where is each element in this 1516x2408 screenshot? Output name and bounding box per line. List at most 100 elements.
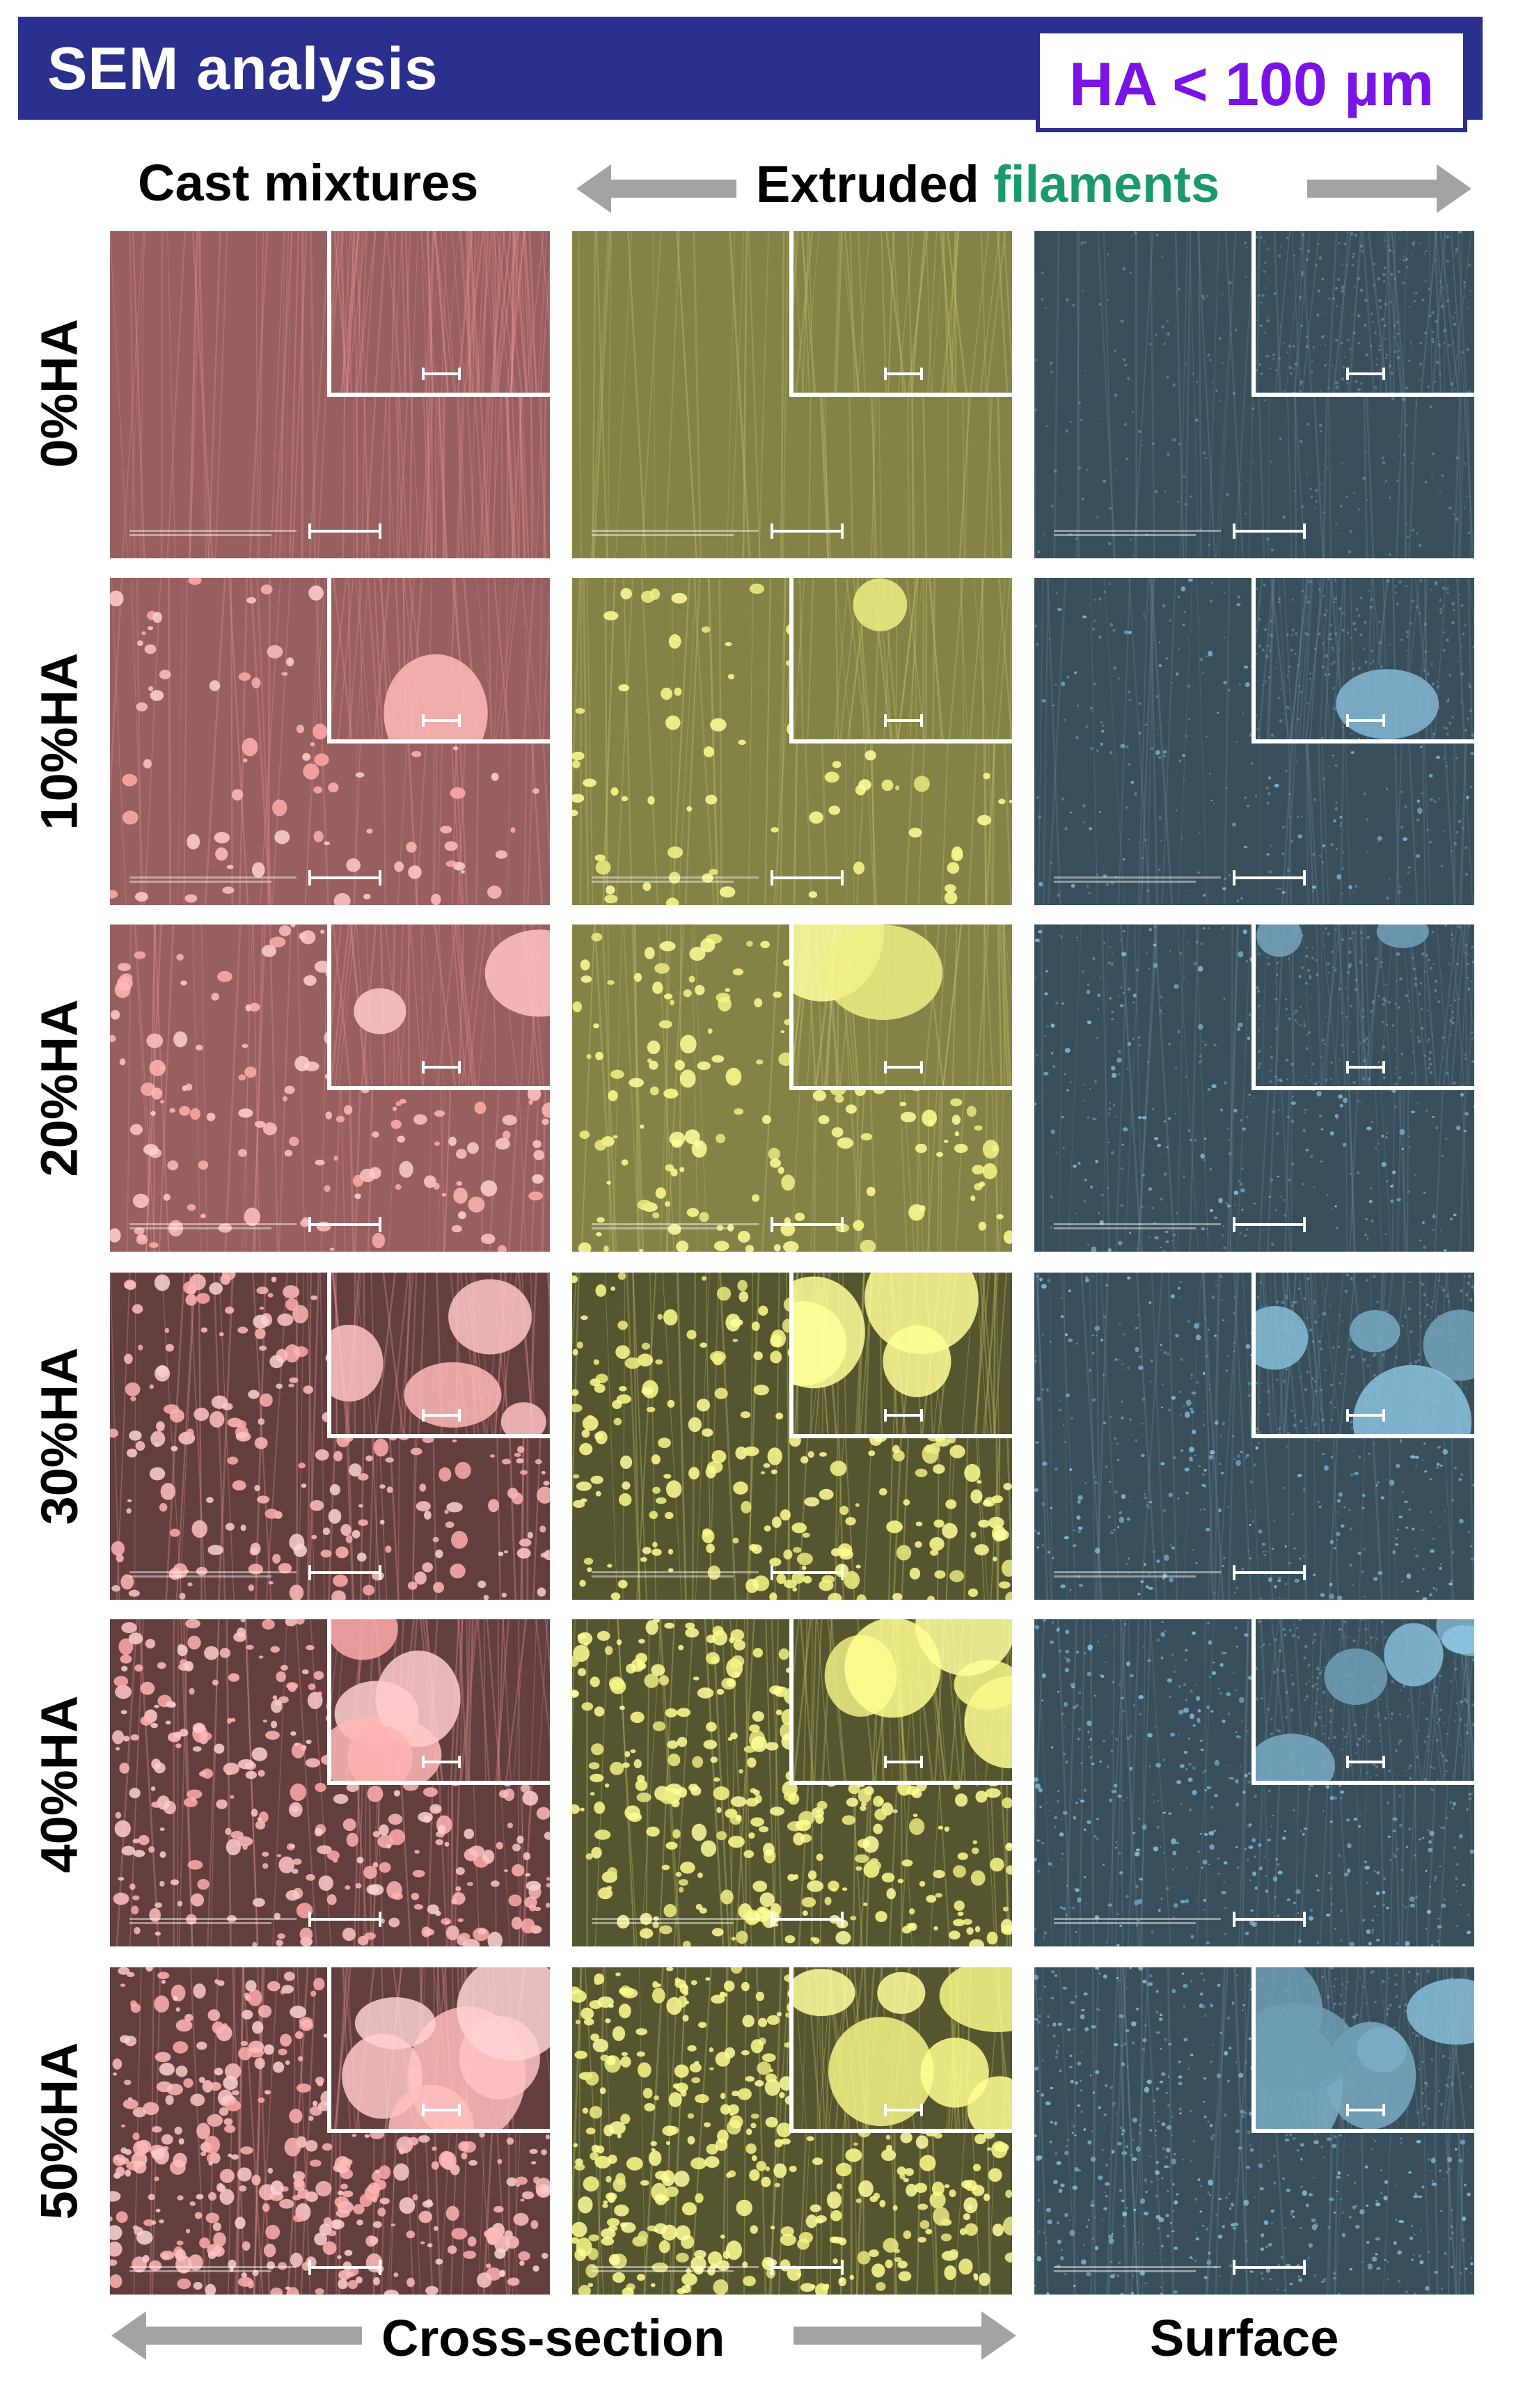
sem-info-strip (592, 1569, 759, 1584)
scale-bar (1233, 2260, 1306, 2275)
inset-scale-bar (884, 1061, 923, 1073)
scale-bar (308, 1565, 381, 1580)
inset-scale-bar (422, 1409, 461, 1422)
inset-scale-bar (1346, 714, 1385, 727)
sem-inset-magnified (1252, 924, 1474, 1090)
sem-inset-magnified (327, 1619, 550, 1785)
sem-info-strip (129, 528, 297, 543)
sem-info-strip (592, 2264, 759, 2279)
sem-micrograph-cast (110, 231, 550, 558)
inset-scale-bar (422, 714, 461, 727)
sem-inset-magnified (1252, 231, 1474, 397)
sem-micrograph-extruded (572, 578, 1012, 905)
sem-info-strip (1054, 1916, 1221, 1931)
sem-info-strip (129, 874, 297, 890)
sem-inset-magnified (1252, 578, 1474, 743)
sem-inset-magnified (327, 924, 550, 1090)
sem-info-strip (129, 1916, 297, 1931)
extruded-word: Extruded (756, 155, 979, 213)
scale-bar (771, 524, 844, 539)
ha-size-label: HA < 100 µm (1068, 49, 1435, 118)
row-label-50: 50%HA (30, 2042, 88, 2220)
sem-info-strip (1054, 874, 1221, 890)
scale-bar (1233, 1217, 1306, 1232)
sem-inset-magnified (789, 1967, 1012, 2133)
row-label-20: 20%HA (30, 999, 88, 1177)
inset-scale-bar (1346, 368, 1385, 380)
inset-scale-bar (884, 1409, 923, 1422)
scale-bar (1233, 870, 1306, 886)
sem-inset-magnified (1252, 1619, 1474, 1785)
sem-micrograph-extruded (572, 1273, 1012, 1600)
scale-bar (771, 1912, 844, 1927)
sem-inset-magnified (327, 578, 550, 743)
inset-scale-bar (884, 2104, 923, 2116)
title-bar: SEM analysis HA < 100 µm (18, 17, 1483, 132)
sem-info-strip (592, 528, 759, 543)
inset-scale-bar (884, 368, 923, 380)
sem-info-strip (129, 1221, 297, 1236)
extruded-filaments-header: Extruded filaments (756, 155, 1219, 214)
cross-section-right-arrow-icon (793, 2311, 1016, 2360)
ha-size-box: HA < 100 µm (1036, 29, 1467, 132)
filaments-word: filaments (993, 155, 1220, 213)
inset-scale-bar (422, 1061, 461, 1073)
sem-info-strip (129, 1569, 297, 1584)
sem-info-strip (592, 1221, 759, 1236)
row-label-10: 10%HA (30, 652, 88, 831)
sem-info-strip (1054, 1569, 1221, 1584)
row-label-0: 0%HA (30, 319, 88, 468)
inset-scale-bar (422, 1756, 461, 1768)
sem-micrograph-surface (1034, 578, 1474, 905)
sem-inset-magnified (327, 1273, 550, 1438)
inset-scale-bar (1346, 1756, 1385, 1768)
row-label-40: 40%HA (30, 1695, 88, 1873)
sem-info-strip (592, 874, 759, 890)
inset-scale-bar (884, 1756, 923, 1768)
inset-scale-bar (422, 368, 461, 380)
scale-bar (308, 870, 381, 886)
row-label-30: 30%HA (30, 1347, 88, 1525)
inset-scale-bar (1346, 1409, 1385, 1422)
scale-bar (308, 524, 381, 539)
inset-scale-bar (422, 2104, 461, 2116)
sem-inset-magnified (1252, 1967, 1474, 2133)
surface-footer: Surface (1150, 2309, 1339, 2367)
sem-micrograph-extruded (572, 924, 1012, 1252)
sem-inset-magnified (327, 1967, 550, 2133)
sem-micrograph-surface (1034, 231, 1474, 558)
sem-micrograph-surface (1034, 1273, 1474, 1600)
scale-bar (1233, 524, 1306, 539)
scale-bar (308, 2260, 381, 2275)
page-title: SEM analysis (47, 36, 439, 102)
scale-bar (308, 1217, 381, 1232)
sem-micrograph-surface (1034, 1619, 1474, 1946)
left-arrow-icon (576, 164, 736, 213)
sem-info-strip (1054, 1221, 1221, 1236)
sem-micrograph-cast (110, 578, 550, 905)
cast-mixtures-header: Cast mixtures (138, 154, 479, 212)
sem-info-strip (1054, 2264, 1221, 2279)
scale-bar (771, 1565, 844, 1580)
sem-micrograph-cast (110, 1967, 550, 2295)
scale-bar (308, 1912, 381, 1927)
sem-micrograph-cast (110, 1273, 550, 1600)
sem-info-strip (592, 1916, 759, 1931)
sem-inset-magnified (789, 1273, 1012, 1438)
scale-bar (771, 1217, 844, 1232)
sem-info-strip (1054, 528, 1221, 543)
sem-info-strip (129, 2264, 297, 2279)
inset-scale-bar (884, 714, 923, 727)
inset-scale-bar (1346, 1061, 1385, 1073)
sem-inset-magnified (327, 231, 550, 397)
scale-bar (1233, 1912, 1306, 1927)
inset-scale-bar (1346, 2104, 1385, 2116)
scale-bar (1233, 1565, 1306, 1580)
sem-micrograph-surface (1034, 924, 1474, 1252)
sem-micrograph-extruded (572, 231, 1012, 558)
sem-micrograph-cast (110, 1619, 550, 1946)
sem-micrograph-extruded (572, 1619, 1012, 1946)
sem-inset-magnified (789, 1619, 1012, 1785)
sem-inset-magnified (789, 924, 1012, 1090)
sem-inset-magnified (1252, 1273, 1474, 1438)
